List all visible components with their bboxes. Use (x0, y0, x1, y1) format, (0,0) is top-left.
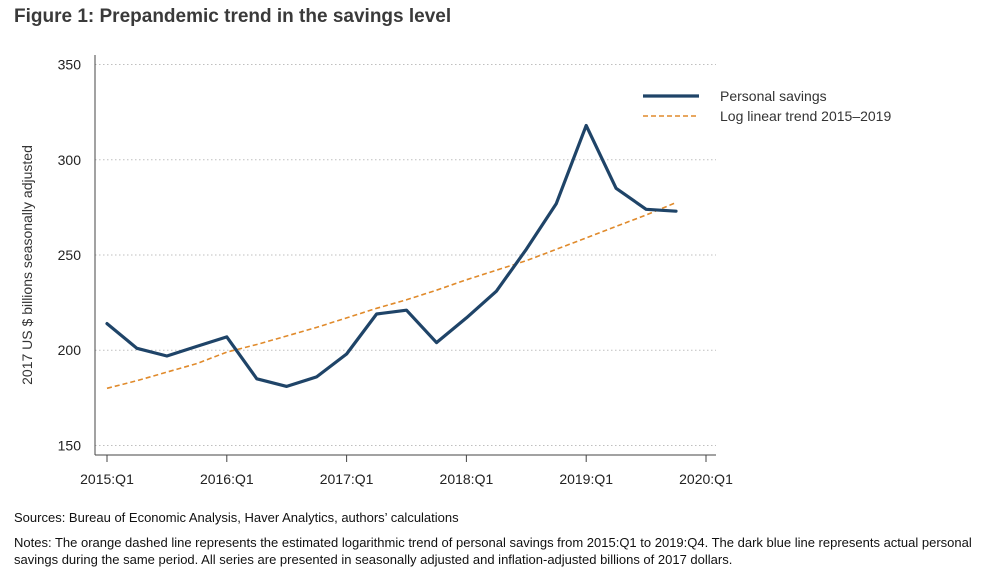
series-group (105, 123, 678, 390)
x-tick-label: 2016:Q1 (200, 471, 254, 487)
y-tick-label: 250 (58, 247, 82, 263)
x-axis-ticks: 2015:Q1 2016:Q1 2017:Q1 2018:Q1 2019:Q1 2020:… (80, 455, 733, 487)
y-tick-label: 150 (58, 437, 82, 453)
y-tick-label: 200 (58, 342, 82, 358)
y-axis-title: 2017 US $ billions seasonally adjusted (19, 145, 35, 385)
chart-title: Figure 1: Prepandemic trend in the savin… (14, 6, 452, 27)
gridlines (95, 64, 716, 446)
y-tick-label: 350 (58, 57, 82, 73)
trend-line (106, 201, 677, 390)
x-tick-label: 2017:Q1 (320, 471, 374, 487)
y-axis-ticks: 150 200 250 300 350 (58, 57, 82, 454)
sources-note: Sources: Bureau of Economic Analysis, Ha… (14, 510, 459, 525)
legend: Personal savings Log linear trend 2015–20… (643, 88, 891, 124)
legend-label: Log linear trend 2015–2019 (720, 108, 891, 124)
legend-label: Personal savings (720, 88, 827, 104)
personal-savings-line (105, 123, 678, 388)
x-tick-label: 2019:Q1 (559, 471, 613, 487)
axes (94, 55, 716, 456)
x-tick-label: 2020:Q1 (679, 471, 733, 487)
x-tick-label: 2018:Q1 (440, 471, 494, 487)
y-tick-label: 300 (58, 152, 82, 168)
x-tick-label: 2015:Q1 (80, 471, 134, 487)
notes-text: Notes: The orange dashed line represents… (14, 535, 972, 567)
